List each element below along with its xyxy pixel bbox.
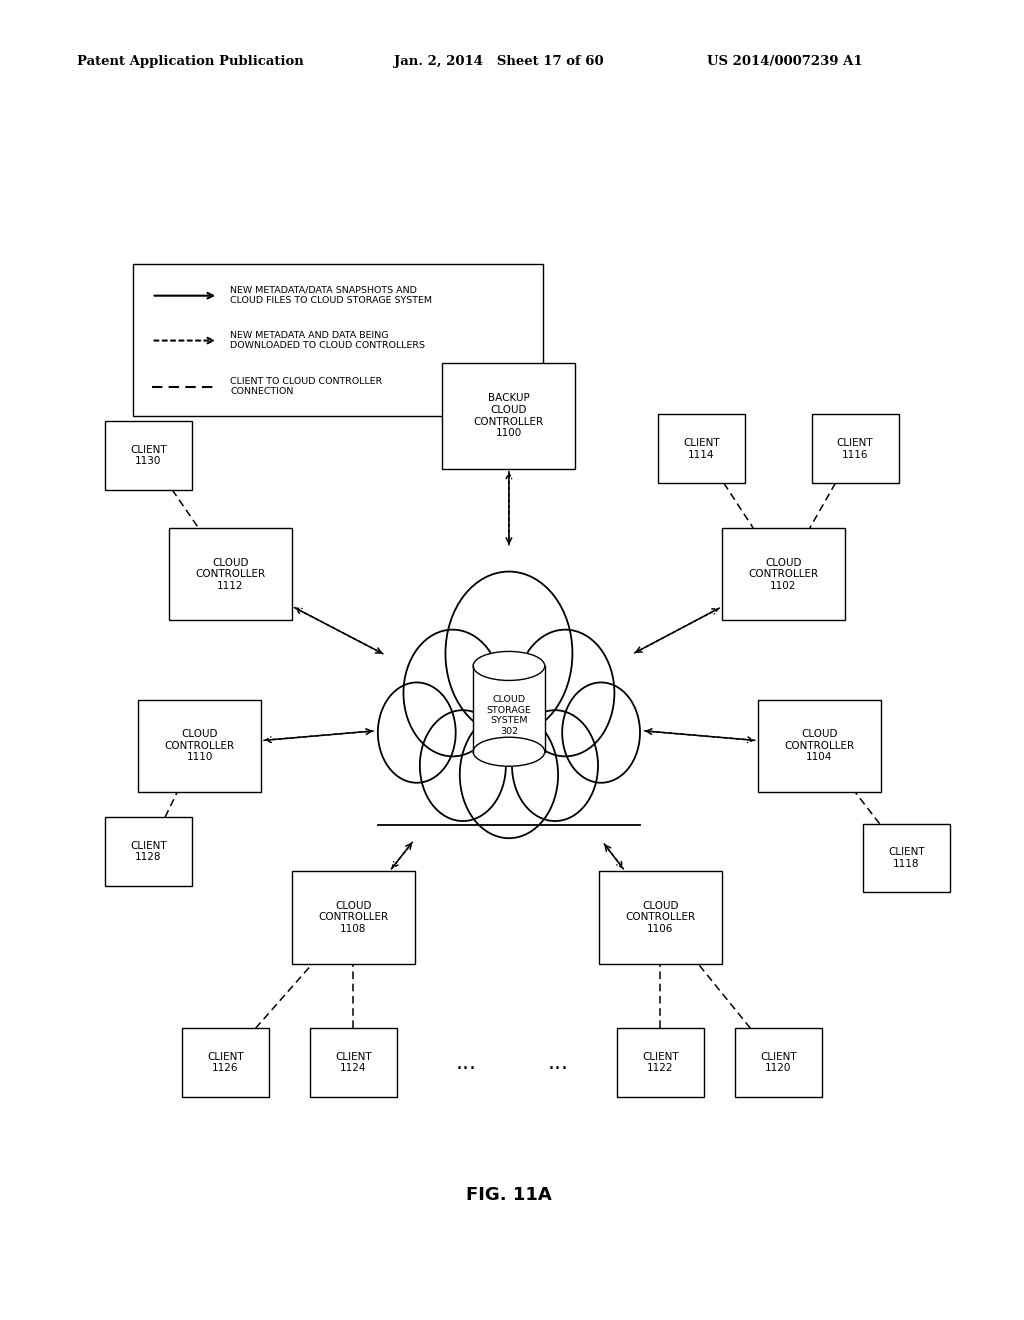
Bar	[376, 667, 642, 825]
FancyBboxPatch shape	[862, 824, 950, 892]
Circle shape	[512, 710, 598, 821]
FancyBboxPatch shape	[442, 363, 575, 469]
FancyBboxPatch shape	[309, 1028, 397, 1097]
FancyBboxPatch shape	[735, 1028, 821, 1097]
Text: CLOUD
CONTROLLER
1104: CLOUD CONTROLLER 1104	[784, 729, 854, 763]
Bar	[473, 667, 545, 752]
FancyBboxPatch shape	[722, 528, 845, 620]
Text: CLIENT
1116: CLIENT 1116	[837, 438, 873, 459]
FancyBboxPatch shape	[169, 528, 292, 620]
Text: Jan. 2, 2014   Sheet 17 of 60: Jan. 2, 2014 Sheet 17 of 60	[394, 55, 604, 69]
Text: CLIENT
1120: CLIENT 1120	[760, 1052, 797, 1073]
Ellipse shape	[473, 737, 545, 766]
Text: CLOUD
CONTROLLER
1108: CLOUD CONTROLLER 1108	[318, 900, 388, 935]
Text: NEW METADATA AND DATA BEING
DOWNLOADED TO CLOUD CONTROLLERS: NEW METADATA AND DATA BEING DOWNLOADED T…	[230, 331, 425, 350]
FancyBboxPatch shape	[616, 1028, 705, 1097]
Circle shape	[460, 711, 558, 838]
Text: NEW METADATA/DATA SNAPSHOTS AND
CLOUD FILES TO CLOUD STORAGE SYSTEM: NEW METADATA/DATA SNAPSHOTS AND CLOUD FI…	[230, 286, 432, 305]
FancyBboxPatch shape	[182, 1028, 268, 1097]
FancyBboxPatch shape	[104, 421, 193, 490]
Text: FIG. 11A: FIG. 11A	[466, 1185, 552, 1204]
FancyBboxPatch shape	[758, 700, 881, 792]
FancyBboxPatch shape	[658, 414, 745, 483]
Text: Patent Application Publication: Patent Application Publication	[77, 55, 303, 69]
Circle shape	[445, 572, 572, 735]
Text: ...: ...	[456, 1052, 476, 1073]
FancyBboxPatch shape	[599, 871, 722, 964]
Text: CLIENT
1114: CLIENT 1114	[683, 438, 720, 459]
FancyBboxPatch shape	[133, 264, 543, 416]
Circle shape	[562, 682, 640, 783]
Text: US 2014/0007239 A1: US 2014/0007239 A1	[707, 55, 862, 69]
Text: CLOUD
STORAGE
SYSTEM
302: CLOUD STORAGE SYSTEM 302	[486, 696, 531, 735]
Text: CLIENT
1130: CLIENT 1130	[130, 445, 167, 466]
Text: CLOUD
CONTROLLER
1102: CLOUD CONTROLLER 1102	[749, 557, 818, 591]
Circle shape	[403, 630, 502, 756]
Text: BACKUP
CLOUD
CONTROLLER
1100: BACKUP CLOUD CONTROLLER 1100	[474, 393, 544, 438]
Text: CLOUD
CONTROLLER
1106: CLOUD CONTROLLER 1106	[626, 900, 695, 935]
FancyBboxPatch shape	[138, 700, 261, 792]
Text: CLIENT
1122: CLIENT 1122	[642, 1052, 679, 1073]
Text: CLOUD
CONTROLLER
1112: CLOUD CONTROLLER 1112	[196, 557, 265, 591]
FancyBboxPatch shape	[811, 414, 899, 483]
Circle shape	[420, 710, 506, 821]
Text: CLIENT
1118: CLIENT 1118	[888, 847, 925, 869]
Circle shape	[516, 630, 614, 756]
Text: CLIENT TO CLOUD CONTROLLER
CONNECTION: CLIENT TO CLOUD CONTROLLER CONNECTION	[230, 378, 383, 396]
Text: CLOUD
CONTROLLER
1110: CLOUD CONTROLLER 1110	[165, 729, 234, 763]
Circle shape	[378, 682, 456, 783]
FancyBboxPatch shape	[292, 871, 415, 964]
Text: CLIENT
1128: CLIENT 1128	[130, 841, 167, 862]
FancyBboxPatch shape	[104, 817, 193, 886]
Text: CLIENT
1126: CLIENT 1126	[207, 1052, 244, 1073]
Ellipse shape	[473, 651, 545, 681]
Text: CLIENT
1124: CLIENT 1124	[335, 1052, 372, 1073]
Text: ...: ...	[548, 1052, 568, 1073]
